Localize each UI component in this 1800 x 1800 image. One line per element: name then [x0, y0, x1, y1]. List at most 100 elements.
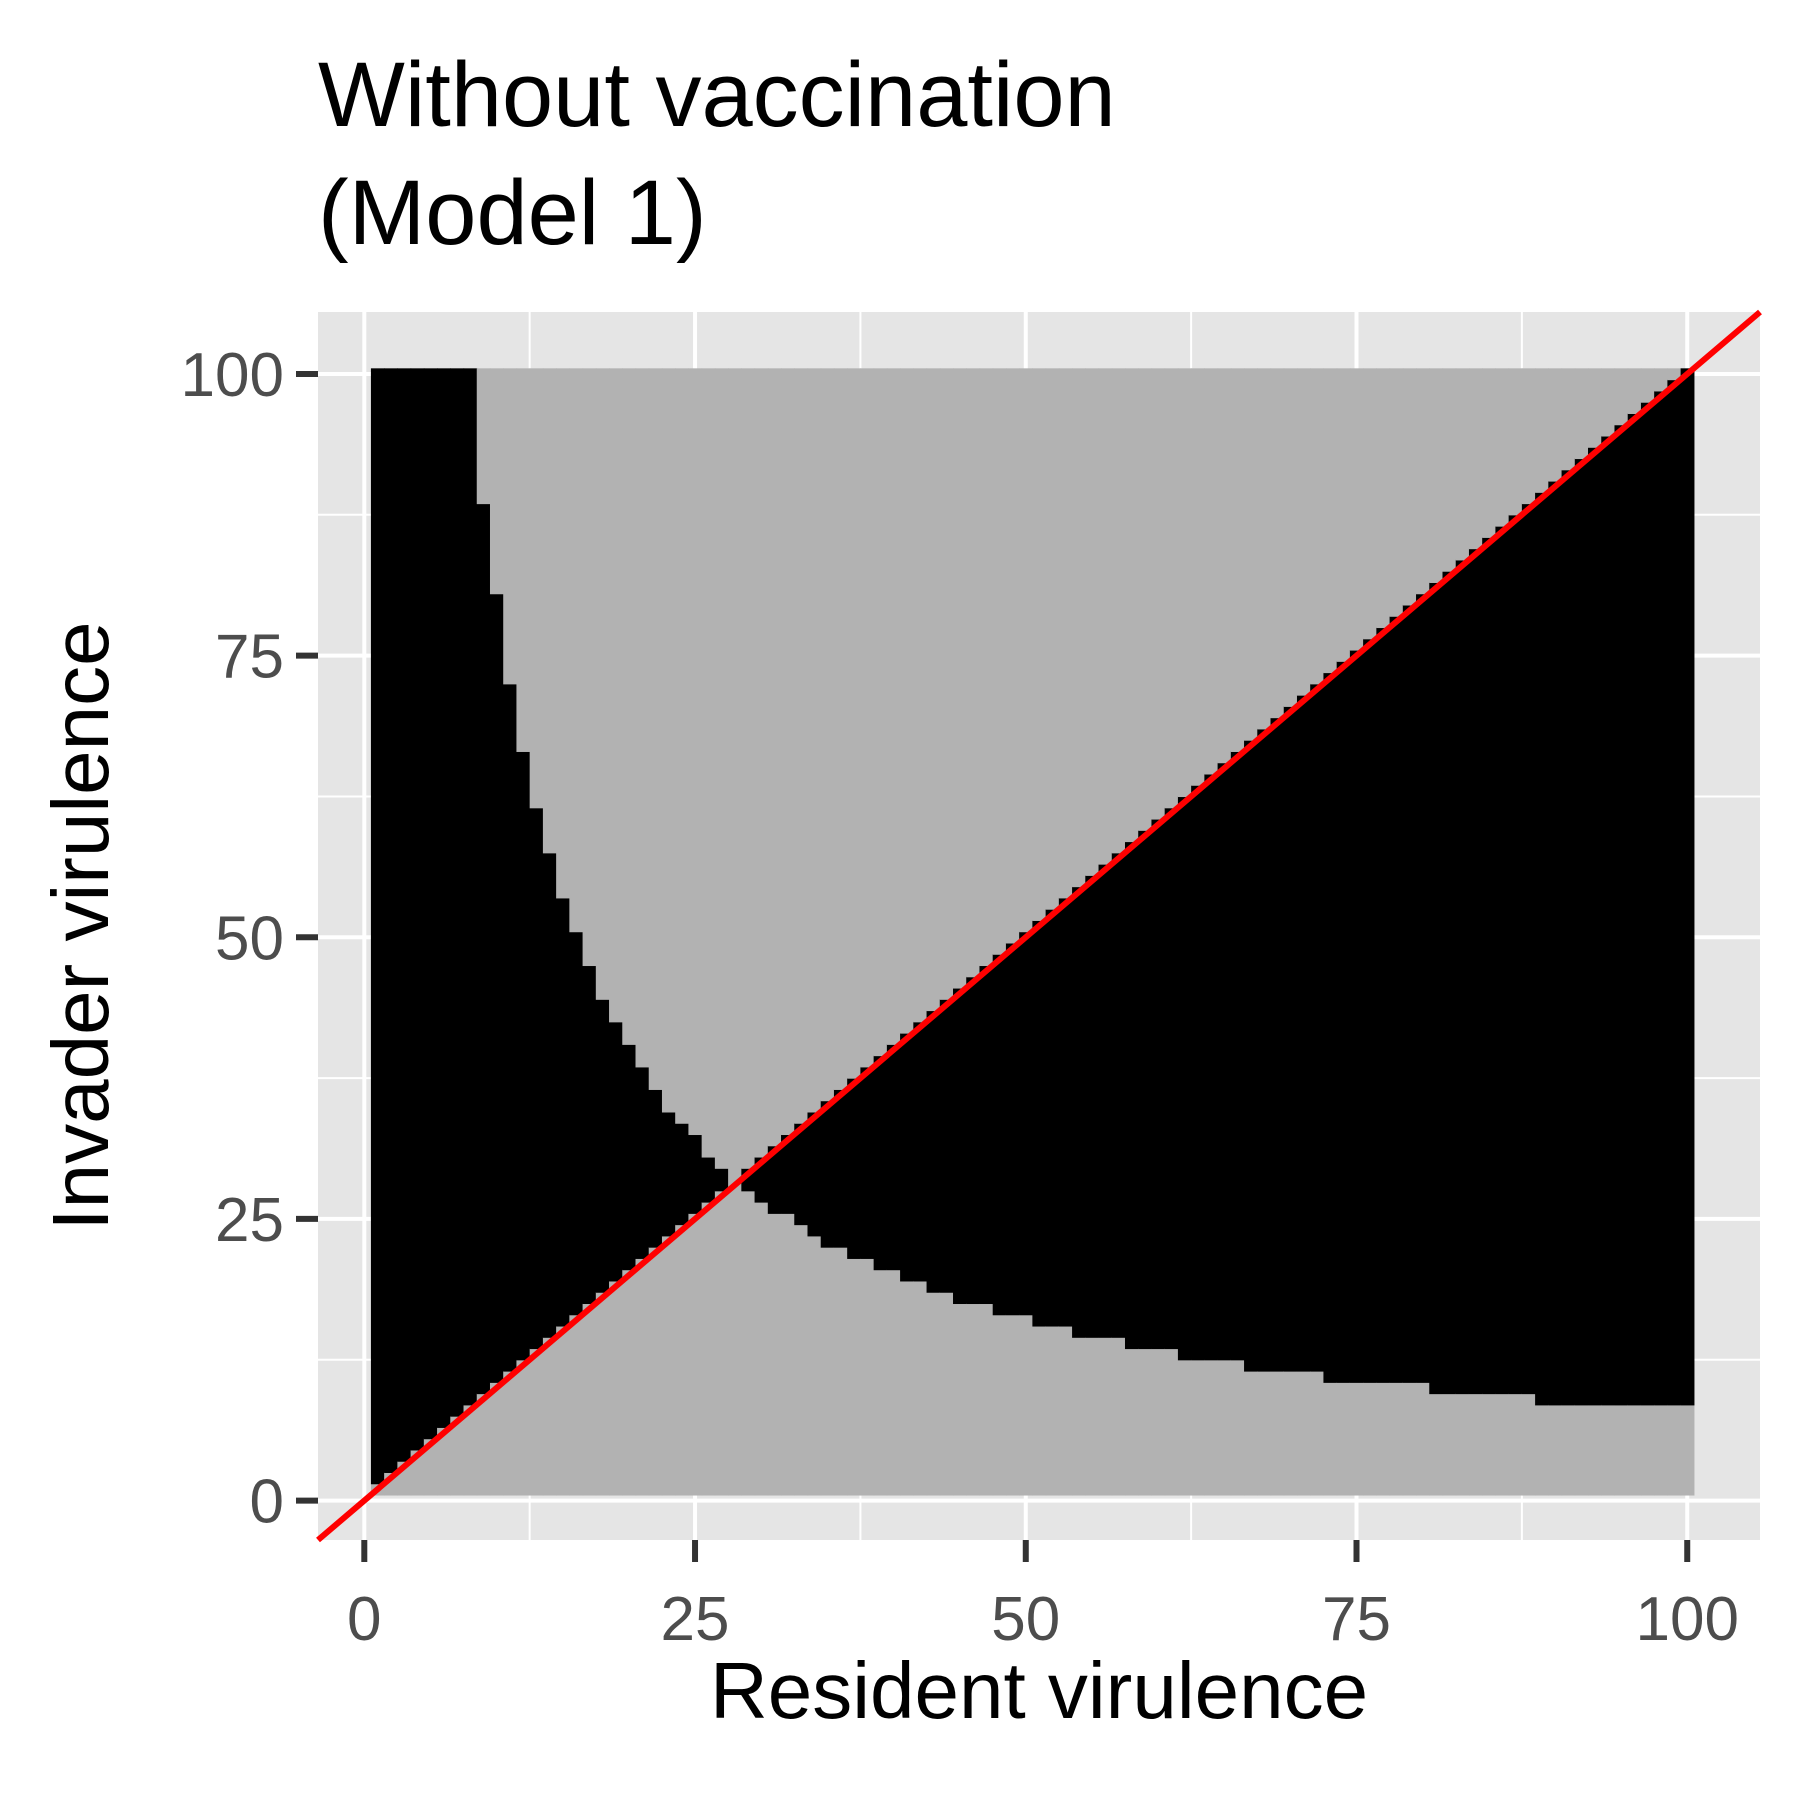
heatmap-cell-grey [609, 1280, 623, 1496]
y-axis-label: Invader virulence [36, 621, 125, 1230]
heatmap-cell-grey [741, 1190, 756, 1496]
heatmap-cell-black [1468, 548, 1483, 1395]
heatmap-cell-black [556, 897, 570, 1327]
heatmap-cell-black [1124, 841, 1139, 1350]
x-axis: 0 25 50 75 100 [347, 1540, 1739, 1654]
heatmap-cell-black [503, 683, 518, 1372]
heatmap-cell-black [860, 1066, 875, 1259]
heatmap-cell-grey [926, 368, 941, 1012]
heatmap-cell-grey [1323, 368, 1338, 674]
y-tick-label: 100 [181, 341, 284, 410]
heatmap-cell-grey [675, 368, 690, 1124]
heatmap-cell-black [1217, 762, 1232, 1361]
heatmap-cell-grey [966, 1303, 981, 1496]
heatmap-cell-black [1521, 503, 1536, 1395]
heatmap-cell-grey [1402, 1382, 1417, 1496]
heatmap-cell-black [1072, 886, 1086, 1338]
heatmap-cell-black [1283, 706, 1298, 1372]
heatmap-cell-grey [1177, 368, 1192, 798]
heatmap-cell-grey [503, 368, 518, 685]
heatmap-cell-grey [1416, 1382, 1430, 1496]
heatmap-cell-grey [953, 368, 967, 989]
heatmap-cell-grey [1667, 368, 1682, 381]
heatmap-cell-black [939, 999, 954, 1293]
heatmap-cell-grey [966, 368, 981, 978]
heatmap-cell-grey [1548, 368, 1563, 482]
heatmap-cell-grey [1151, 1348, 1166, 1496]
heatmap-cell-black [1455, 559, 1470, 1395]
heatmap-cell-black [1627, 413, 1642, 1406]
heatmap-cell-black [1495, 526, 1510, 1395]
heatmap-cell-grey [1164, 368, 1179, 809]
heatmap-cell-grey [1045, 1325, 1060, 1496]
heatmap-cell-grey [1654, 368, 1668, 392]
heatmap-cell-black [1058, 897, 1073, 1327]
heatmap-cell-grey [1429, 1393, 1444, 1496]
heatmap-cell-grey [1455, 1393, 1470, 1496]
heatmap-cell-grey [1217, 368, 1232, 764]
heatmap-cell-grey [1283, 368, 1298, 707]
heatmap-cell-black [463, 368, 478, 1406]
heatmap-cells [370, 368, 1695, 1496]
heatmap-cell-black [648, 1089, 663, 1248]
heatmap-cell-grey [1468, 1393, 1483, 1496]
heatmap-cell-grey [1654, 1404, 1668, 1496]
heatmap-cell-black [1270, 717, 1285, 1372]
heatmap-cell-grey [754, 1202, 769, 1496]
heatmap-cell-grey [503, 1371, 518, 1496]
heatmap-cell-grey [609, 368, 623, 1023]
heatmap-cell-grey [1204, 1359, 1219, 1496]
heatmap-cell-grey [1257, 368, 1272, 730]
heatmap-cell-grey [1177, 1359, 1192, 1496]
heatmap-cell-grey [688, 368, 703, 1136]
x-tick-label: 100 [1636, 1585, 1739, 1654]
heatmap-cell-black [1574, 458, 1589, 1406]
heatmap-cell-black [1548, 480, 1563, 1406]
heatmap-cell-grey [1283, 1371, 1298, 1496]
heatmap-cell-grey [913, 1280, 928, 1496]
heatmap-cell-black [635, 1066, 650, 1259]
heatmap-cell-grey [1508, 368, 1523, 516]
heatmap-cell-grey [582, 368, 597, 967]
heatmap-cell-black [1098, 864, 1113, 1338]
heatmap-cell-black [701, 1156, 716, 1203]
heatmap-cell-grey [794, 368, 809, 1124]
heatmap-cell-grey [489, 368, 504, 595]
heatmap-cell-grey [1363, 368, 1377, 640]
heatmap-cell-grey [1098, 368, 1113, 865]
heatmap-cell-grey [1442, 1393, 1457, 1496]
heatmap-cell-black [1032, 920, 1047, 1327]
heatmap-cell-grey [728, 368, 742, 1496]
heatmap-cell-grey [847, 368, 862, 1079]
heatmap-cell-black [794, 1123, 809, 1226]
heatmap-cell-grey [926, 1292, 941, 1496]
heatmap-cell-grey [1416, 368, 1430, 595]
heatmap-cell-grey [529, 1348, 544, 1496]
heatmap-cell-black [1323, 672, 1338, 1383]
heatmap-cell-grey [1257, 1371, 1272, 1496]
heatmap-cell-grey [1574, 368, 1589, 460]
heatmap-cell-grey [1230, 1359, 1245, 1496]
heatmap-cell-grey [1482, 1393, 1497, 1496]
heatmap-cell-grey [900, 1280, 914, 1496]
heatmap-cell-black [1257, 728, 1272, 1372]
heatmap-cell-black [489, 593, 504, 1383]
x-axis-label: Resident virulence [710, 1646, 1368, 1735]
heatmap-cell-grey [1270, 1371, 1285, 1496]
heatmap-cell-grey [1296, 368, 1311, 696]
heatmap-cell-grey [781, 368, 795, 1136]
heatmap-cell-grey [953, 1303, 967, 1496]
heatmap-cell-grey [873, 368, 888, 1057]
heatmap-cell-black [1429, 582, 1444, 1395]
heatmap-cell-black [1654, 390, 1668, 1406]
heatmap-cell-grey [569, 1314, 584, 1496]
heatmap-cell-grey [900, 368, 914, 1034]
heatmap-cell-grey [1336, 368, 1351, 662]
heatmap-cell-black [913, 1021, 928, 1282]
heatmap-cell-grey [833, 368, 848, 1090]
heatmap-cell-black [886, 1044, 901, 1271]
heatmap-cell-black [1376, 627, 1391, 1383]
heatmap-cell-grey [781, 1213, 795, 1496]
heatmap-cell-grey [1680, 1404, 1695, 1496]
heatmap-cell-grey [1640, 368, 1655, 403]
